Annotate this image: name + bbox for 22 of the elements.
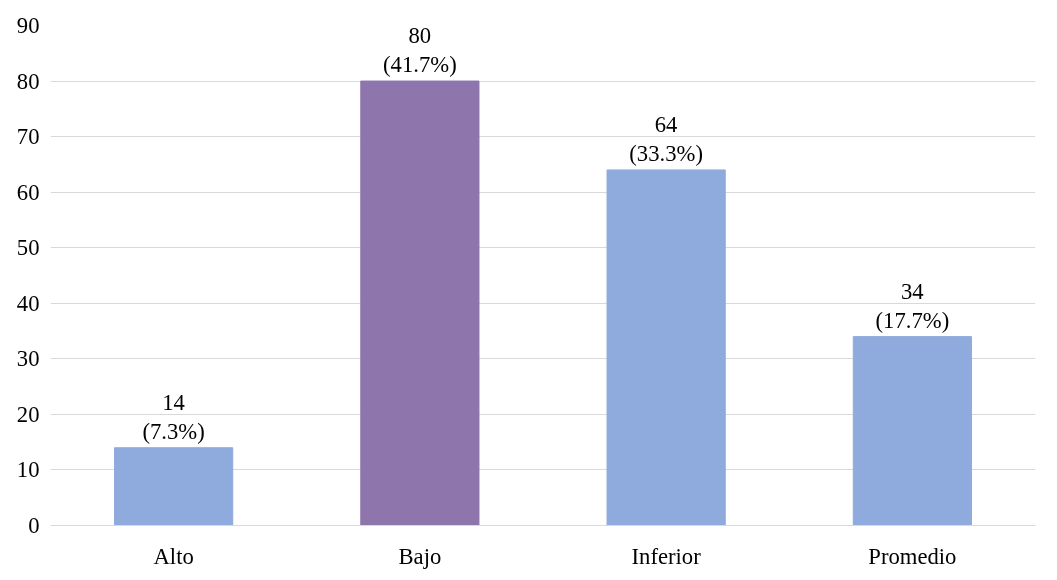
x-tick-label: Alto <box>153 543 194 569</box>
data-label: 34 (17.7%) <box>875 278 950 333</box>
x-tick-label: Inferior <box>631 543 702 569</box>
data-label: 14 (7.3%) <box>142 389 205 444</box>
y-tick-label: 80 <box>16 68 40 94</box>
x-tick-label: Promedio <box>868 543 957 569</box>
bar <box>606 169 726 526</box>
y-tick-label: 50 <box>16 235 40 261</box>
bar <box>360 80 480 526</box>
bar <box>852 336 972 526</box>
y-tick-label: 60 <box>16 179 40 205</box>
y-tick-label: 30 <box>16 346 40 372</box>
data-label: 80 (41.7%) <box>383 23 457 78</box>
data-label: 64 (33.3%) <box>629 112 703 166</box>
bar <box>114 447 234 526</box>
y-tick-label: 10 <box>16 457 40 483</box>
y-tick-label: 70 <box>16 124 40 150</box>
y-tick-label: 0 <box>28 513 40 538</box>
y-tick-label: 20 <box>16 401 40 427</box>
y-tick-label: 40 <box>16 290 40 316</box>
y-tick-label: 90 <box>16 13 40 38</box>
x-tick-label: Bajo <box>398 543 442 569</box>
